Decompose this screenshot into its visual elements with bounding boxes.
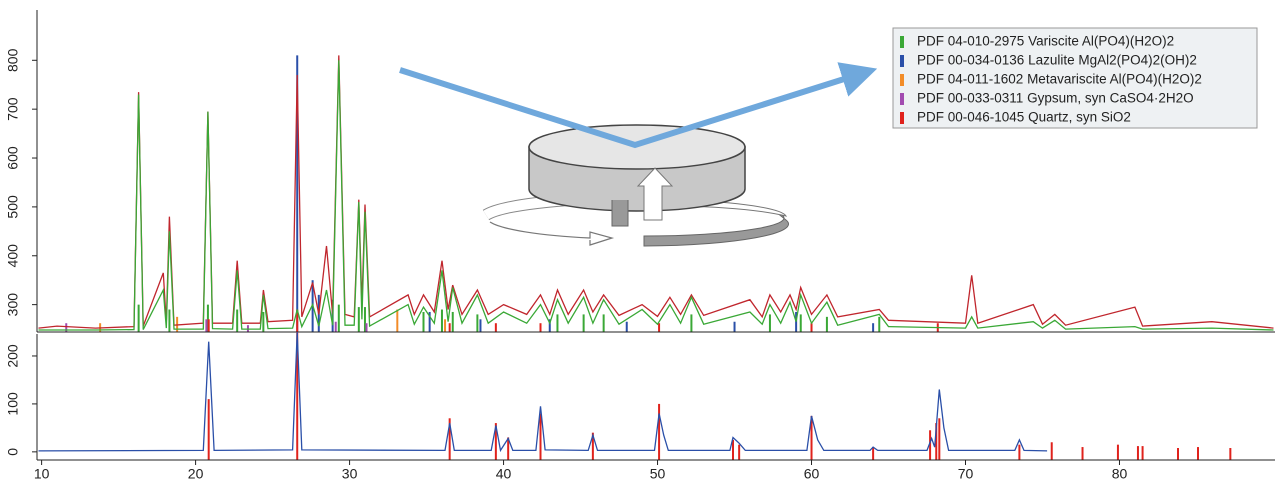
legend-label: PDF 00-034-0136 Lazulite MgAl2(PO4)2(OH)… <box>917 53 1197 68</box>
y-tick-label: 400 <box>5 244 21 268</box>
x-tick-label: 40 <box>496 466 512 482</box>
legend-swatch <box>900 112 904 124</box>
legend-label: PDF 00-033-0311 Gypsum, syn CaSO4·2H2O <box>917 91 1194 106</box>
line <box>38 332 1048 453</box>
panel <box>38 55 1274 332</box>
y-tick-label: 200 <box>5 344 21 368</box>
y-tick-label: 800 <box>5 48 21 72</box>
panel <box>38 332 1232 460</box>
legend-label: PDF 00-046-1045 Quartz, syn SiO2 <box>917 110 1131 125</box>
rotation-arrow <box>636 167 674 221</box>
y-tick-label: 100 <box>5 392 21 416</box>
legend-label: PDF 04-011-1602 Metavariscite Al(PO4)(H2… <box>917 72 1202 87</box>
rotation-arrow <box>643 211 789 247</box>
rotation-arrow <box>489 221 615 246</box>
legend-label: PDF 04-010-2975 Variscite Al(PO4)(H2O)2 <box>917 34 1174 49</box>
x-tick-label: 60 <box>804 466 820 482</box>
y-tick-label: 500 <box>5 195 21 219</box>
legend-swatch <box>900 74 904 86</box>
x-tick-label: 10 <box>34 466 50 482</box>
y-tick-label: 700 <box>5 97 21 121</box>
plots: 300 400 500 600 700 800 0 100 200 10 20 30 40 50 60 70 8… <box>5 10 1275 482</box>
x-tick-label: 70 <box>958 466 974 482</box>
y-tick-label: 600 <box>5 146 21 170</box>
x-tick-label: 20 <box>188 466 204 482</box>
diagram <box>399 62 878 247</box>
legend-swatch <box>900 55 904 67</box>
y-tick-label: 0 <box>5 448 21 456</box>
legend-box <box>892 27 1258 129</box>
y-tick-label: 300 <box>5 293 21 317</box>
x-tick-label: 50 <box>650 466 666 482</box>
x-tick-label: 80 <box>1112 466 1128 482</box>
legend-swatch <box>900 93 904 105</box>
beam-arrow <box>399 62 878 149</box>
legend: PDF 04-010-2975 Variscite Al(PO4)(H2O)2 P… <box>892 27 1258 129</box>
x-tick-label: 30 <box>342 466 358 482</box>
rotation-arrow <box>611 200 629 227</box>
legend-swatch <box>900 36 904 48</box>
line <box>38 60 1274 331</box>
